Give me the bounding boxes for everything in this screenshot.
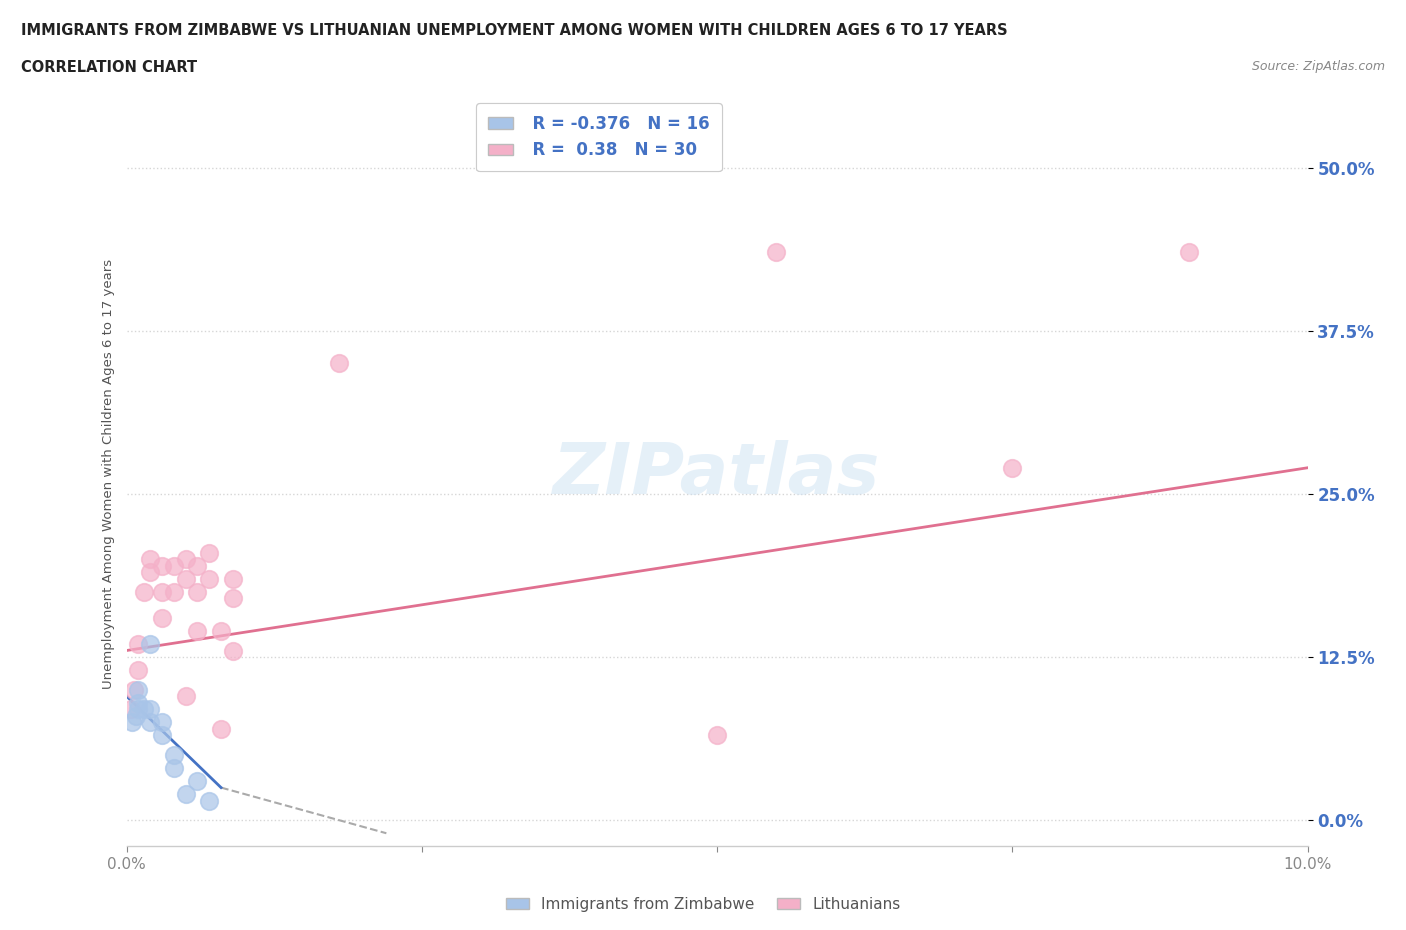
Text: CORRELATION CHART: CORRELATION CHART xyxy=(21,60,197,75)
Y-axis label: Unemployment Among Women with Children Ages 6 to 17 years: Unemployment Among Women with Children A… xyxy=(103,259,115,689)
Point xyxy=(127,696,149,711)
Point xyxy=(174,551,197,566)
Point xyxy=(122,683,145,698)
Point xyxy=(120,702,142,717)
Point xyxy=(706,728,728,743)
Point xyxy=(198,571,221,586)
Point xyxy=(139,715,162,730)
Point xyxy=(222,643,245,658)
Point xyxy=(150,584,173,599)
Point xyxy=(186,558,208,573)
Point xyxy=(186,774,208,789)
Point xyxy=(127,636,149,651)
Point xyxy=(186,623,208,638)
Point xyxy=(198,545,221,560)
Point xyxy=(1001,460,1024,475)
Point xyxy=(209,722,232,737)
Point xyxy=(150,610,173,625)
Point xyxy=(134,584,156,599)
Point xyxy=(174,689,197,704)
Text: IMMIGRANTS FROM ZIMBABWE VS LITHUANIAN UNEMPLOYMENT AMONG WOMEN WITH CHILDREN AG: IMMIGRANTS FROM ZIMBABWE VS LITHUANIAN U… xyxy=(21,23,1008,38)
Legend: Immigrants from Zimbabwe, Lithuanians: Immigrants from Zimbabwe, Lithuanians xyxy=(499,891,907,918)
Point xyxy=(134,702,156,717)
Point xyxy=(1178,245,1201,259)
Point xyxy=(163,584,186,599)
Point xyxy=(139,636,162,651)
Point xyxy=(163,748,186,763)
Point xyxy=(127,663,149,678)
Point xyxy=(174,787,197,802)
Point xyxy=(186,584,208,599)
Point xyxy=(150,558,173,573)
Point xyxy=(209,623,232,638)
Point xyxy=(127,702,149,717)
Point xyxy=(163,761,186,776)
Text: Source: ZipAtlas.com: Source: ZipAtlas.com xyxy=(1251,60,1385,73)
Point xyxy=(163,558,186,573)
Point xyxy=(150,715,173,730)
Legend:   R = -0.376   N = 16,   R =  0.38   N = 30: R = -0.376 N = 16, R = 0.38 N = 30 xyxy=(477,103,721,171)
Point xyxy=(174,571,197,586)
Point xyxy=(222,591,245,605)
Point xyxy=(139,702,162,717)
Point xyxy=(198,793,221,808)
Text: ZIPatlas: ZIPatlas xyxy=(554,440,880,509)
Point xyxy=(150,728,173,743)
Point xyxy=(139,551,162,566)
Point xyxy=(125,709,148,724)
Point xyxy=(127,683,149,698)
Point xyxy=(222,571,245,586)
Point xyxy=(121,715,143,730)
Point xyxy=(328,356,350,371)
Point xyxy=(139,565,162,579)
Point xyxy=(765,245,787,259)
